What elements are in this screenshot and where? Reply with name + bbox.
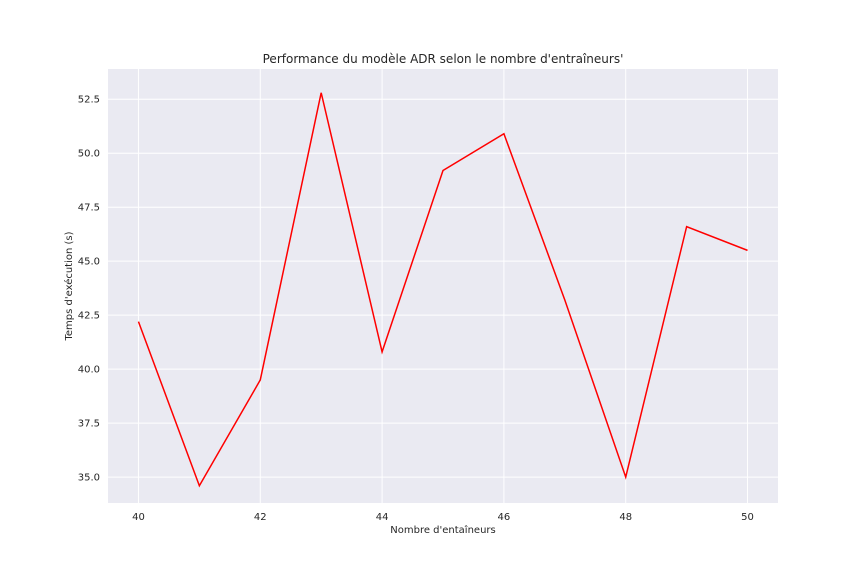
y-tick-label: 40.0 (78, 365, 100, 376)
y-axis-label: Temps d'exécution (s) (63, 231, 75, 341)
y-gridlines (108, 98, 778, 478)
x-tick-label: 40 (132, 512, 145, 523)
x-tick-label: 42 (254, 512, 267, 523)
y-tick-label: 37.5 (78, 419, 100, 430)
y-tick-label: 50.0 (78, 149, 100, 160)
x-tick-labels: 40 42 44 46 48 50 (132, 512, 754, 523)
y-tick-labels: 35.0 37.5 40.0 42.5 45.0 47.5 50.0 52.5 (78, 95, 100, 484)
x-axis-label: Nombre d'entaîneurs (390, 524, 495, 536)
x-gridlines (137, 69, 749, 503)
y-tick-label: 52.5 (78, 95, 100, 106)
y-tick-label: 45.0 (78, 257, 100, 268)
x-tick-label: 48 (619, 512, 632, 523)
series-group (137, 92, 748, 488)
plot-area (108, 69, 778, 503)
x-tick-label: 46 (498, 512, 511, 523)
chart-title: Performance du modèle ADR selon le nombr… (263, 52, 624, 66)
x-tick-label: 50 (741, 512, 754, 523)
x-tick-label: 44 (376, 512, 389, 523)
y-tick-label: 47.5 (78, 203, 100, 214)
y-tick-label: 42.5 (78, 311, 100, 322)
y-tick-label: 35.0 (78, 473, 100, 484)
